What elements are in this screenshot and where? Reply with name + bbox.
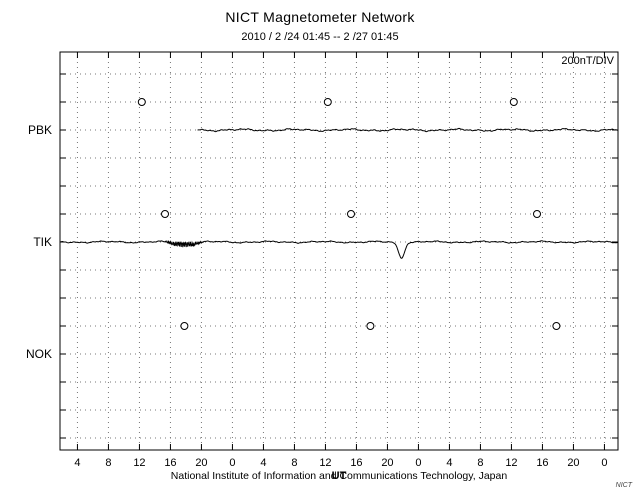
x-tick-label: 20 — [567, 457, 579, 469]
x-tick-label: 0 — [415, 457, 421, 469]
noon-marker — [180, 322, 189, 330]
noon-marker — [533, 210, 541, 218]
plot-border — [59, 51, 619, 451]
x-tick-label: 12 — [133, 457, 145, 469]
chart-date-range: 2010 / 2 /24 01:45 -- 2 /27 01:45 — [241, 31, 399, 43]
station-label: TIK — [33, 235, 52, 249]
x-tick-label: 16 — [536, 457, 548, 469]
magnetogram-trace-PBK — [197, 127, 618, 133]
noon-marker — [137, 98, 146, 106]
scale-label: 200nT/DIV — [561, 55, 614, 67]
chart-title: NICT Magnetometer Network — [225, 9, 415, 25]
x-tick-label: 12 — [319, 457, 331, 469]
x-tick-label: 20 — [381, 457, 393, 469]
x-tick-label: 20 — [195, 457, 207, 469]
corner-logo: NICT — [615, 482, 632, 489]
x-tick-label: 4 — [260, 457, 266, 469]
x-tick-label: 8 — [291, 457, 297, 469]
x-tick-label: 4 — [446, 457, 452, 469]
x-tick-label: 0 — [229, 457, 235, 469]
x-tick-label: 0 — [601, 457, 607, 469]
noon-marker — [509, 98, 518, 106]
noon-marker — [161, 210, 169, 218]
x-tick-label: 4 — [74, 457, 80, 469]
x-tick-label: 12 — [505, 457, 517, 469]
x-tick-label: 16 — [350, 457, 362, 469]
x-tick-label: 8 — [105, 457, 111, 469]
station-label: NOK — [26, 347, 52, 361]
x-tick-label: 16 — [164, 457, 176, 469]
magnetogram-trace-TIK — [60, 239, 618, 259]
noon-marker — [323, 98, 332, 106]
noon-marker — [552, 322, 561, 330]
noon-marker — [366, 322, 375, 330]
noon-marker — [347, 210, 355, 218]
station-label: PBK — [28, 123, 52, 137]
x-tick-label: 8 — [477, 457, 483, 469]
footer-text: National Institute of Information and Co… — [170, 470, 508, 482]
